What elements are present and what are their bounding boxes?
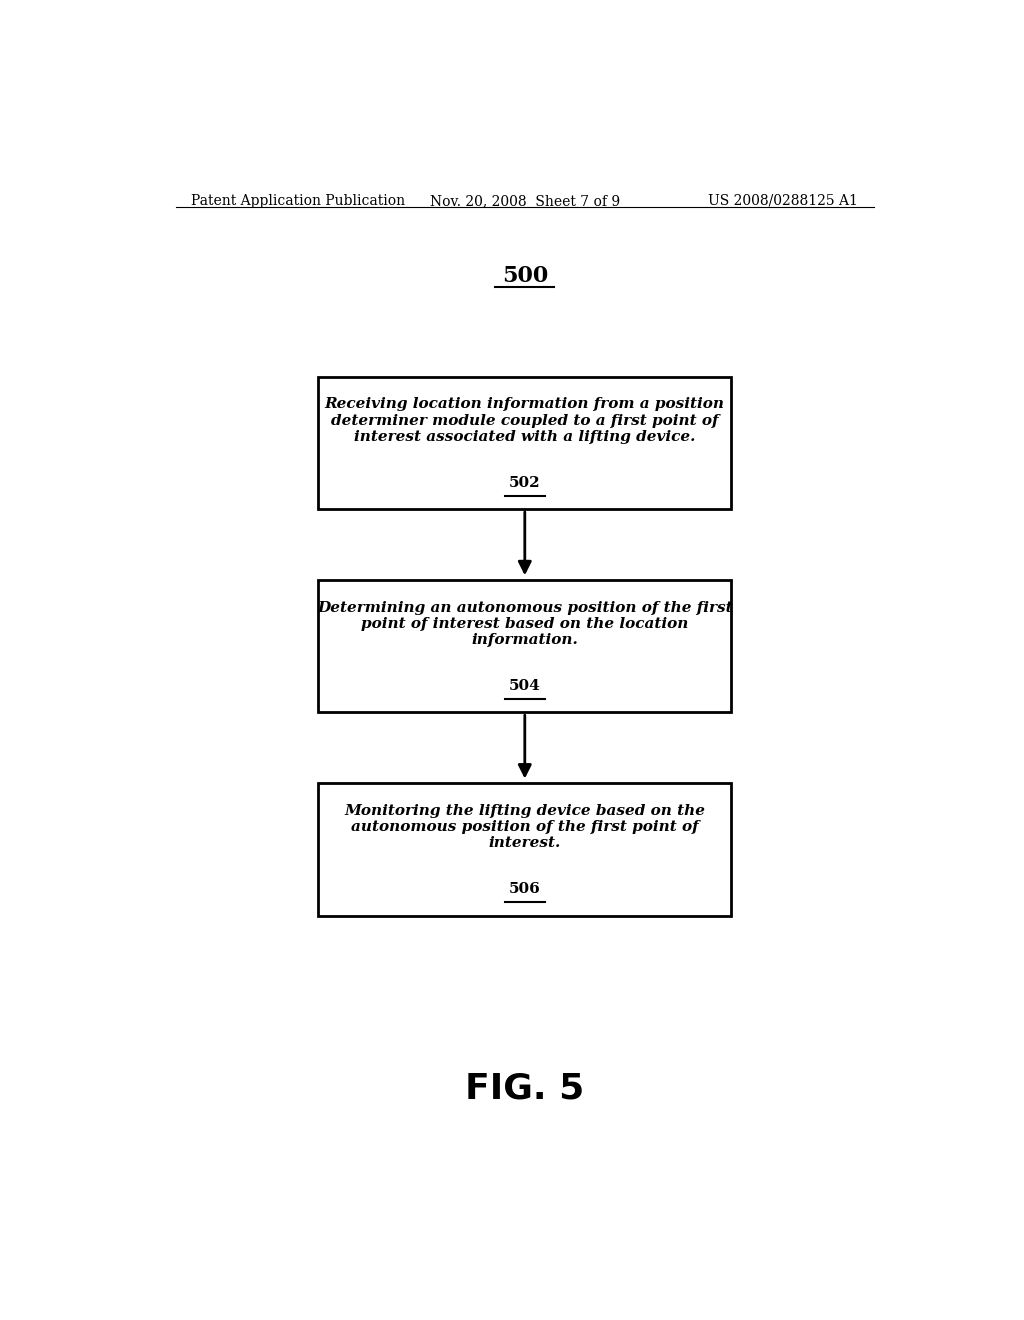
Text: 504: 504	[509, 678, 541, 693]
Text: Nov. 20, 2008  Sheet 7 of 9: Nov. 20, 2008 Sheet 7 of 9	[430, 194, 620, 209]
FancyBboxPatch shape	[318, 784, 731, 916]
Text: Receiving location information from a position
determiner module coupled to a fi: Receiving location information from a po…	[325, 397, 725, 444]
Text: Monitoring the lifting device based on the
autonomous position of the first poin: Monitoring the lifting device based on t…	[344, 804, 706, 850]
FancyBboxPatch shape	[318, 581, 731, 713]
Text: Determining an autonomous position of the first
point of interest based on the l: Determining an autonomous position of th…	[317, 601, 732, 647]
FancyBboxPatch shape	[318, 378, 731, 510]
Text: 506: 506	[509, 882, 541, 896]
Text: FIG. 5: FIG. 5	[465, 1072, 585, 1105]
Text: 500: 500	[502, 265, 548, 288]
Text: US 2008/0288125 A1: US 2008/0288125 A1	[709, 194, 858, 209]
Text: 502: 502	[509, 475, 541, 490]
Text: Patent Application Publication: Patent Application Publication	[191, 194, 406, 209]
